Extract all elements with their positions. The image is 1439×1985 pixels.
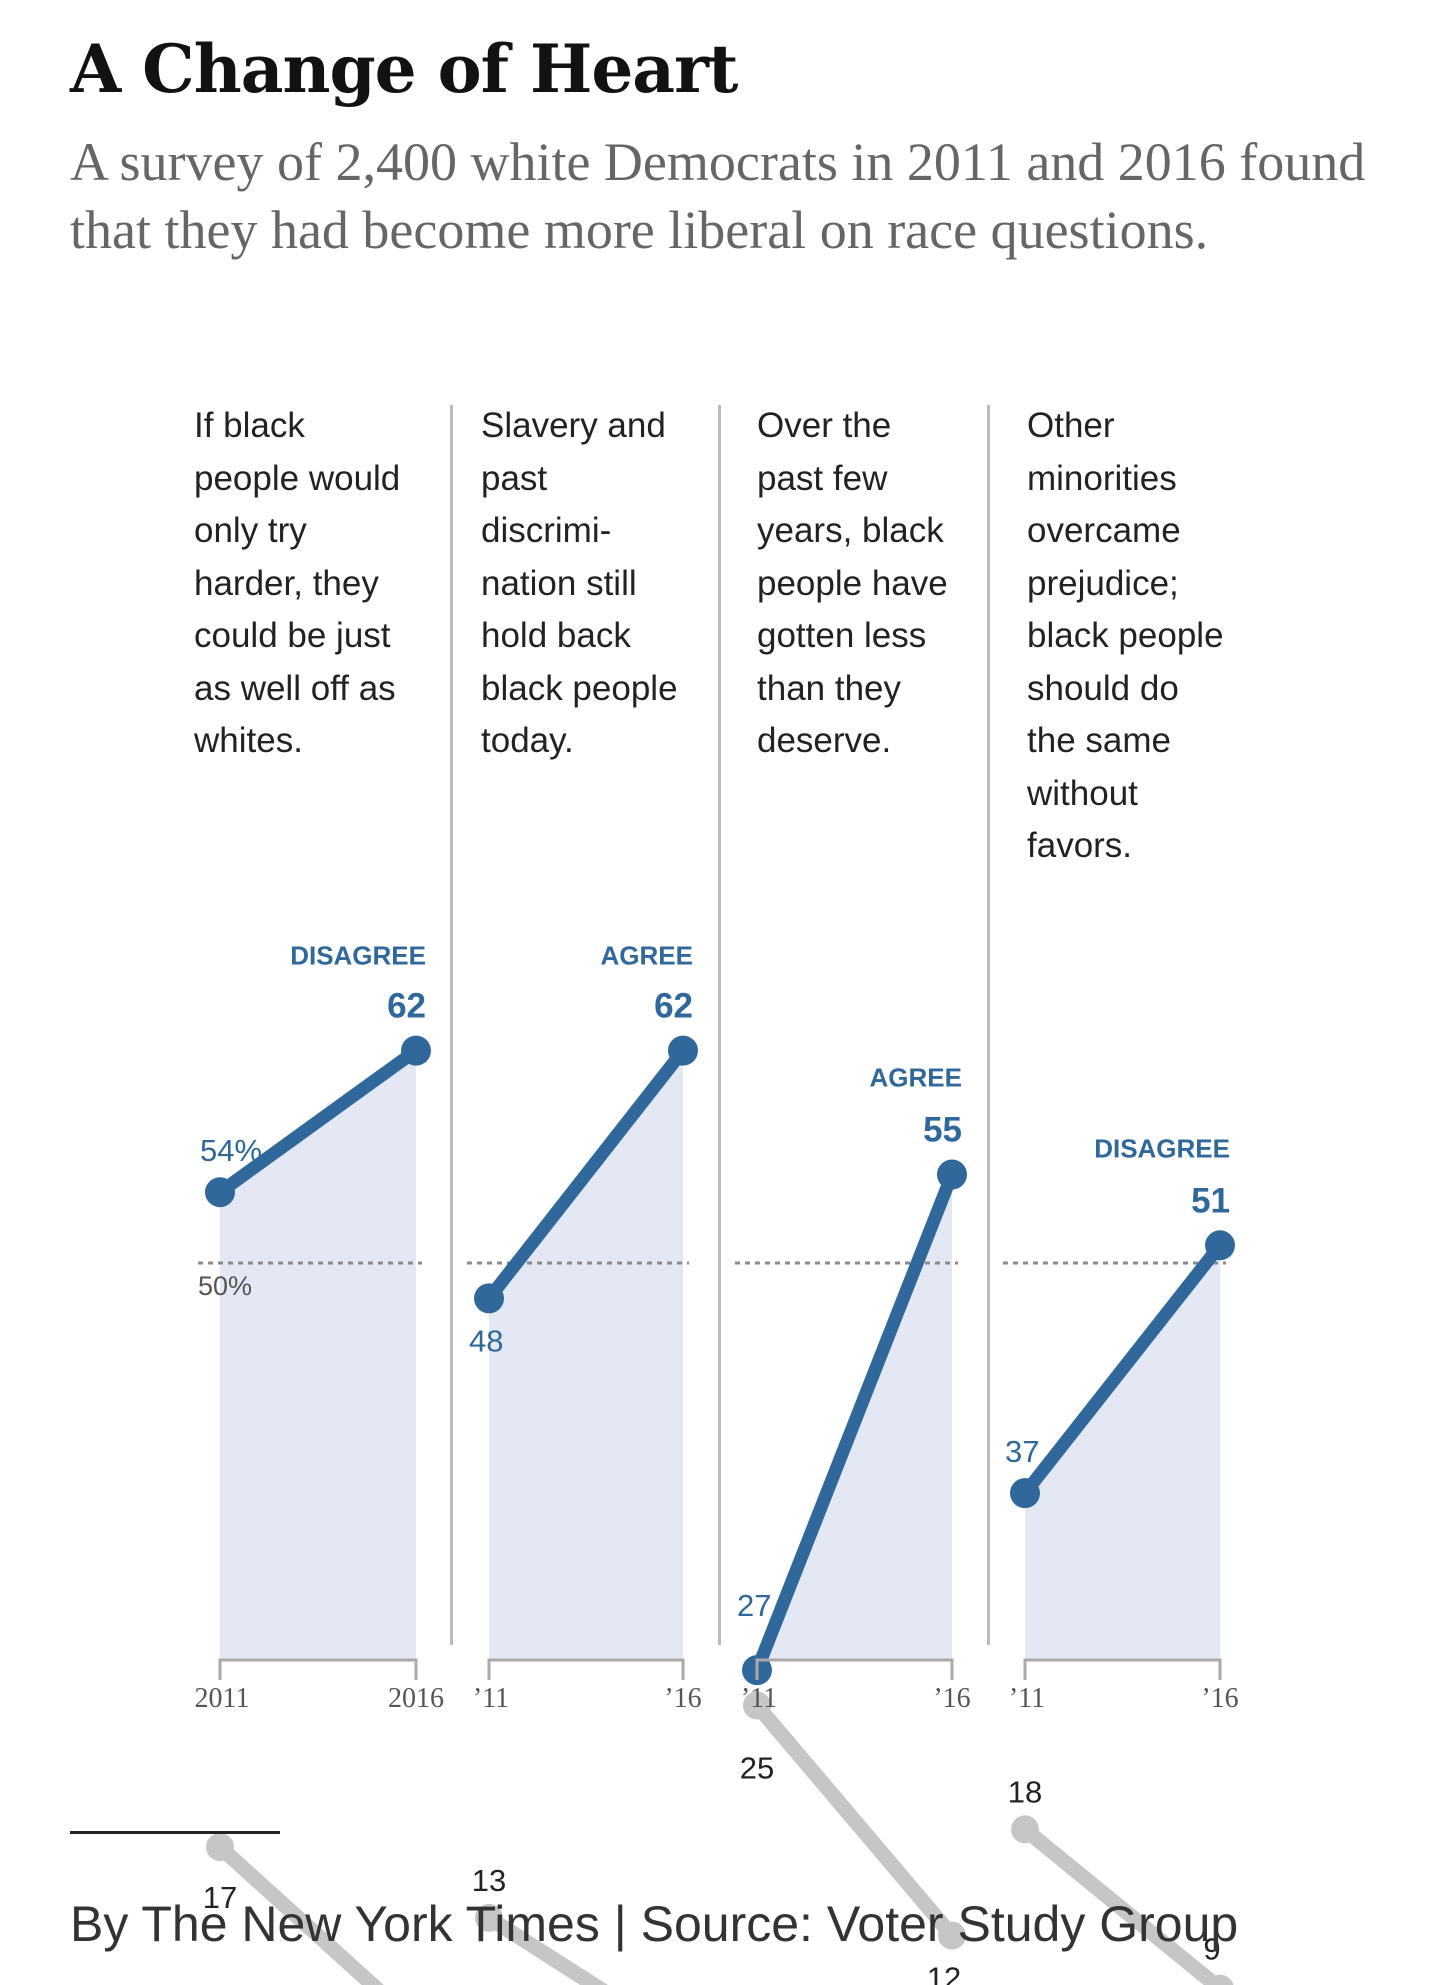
panel-divider	[718, 405, 721, 1645]
answer-value-label: 55	[923, 1111, 962, 1150]
question-line: black people	[481, 668, 678, 708]
question-line: If black	[194, 406, 305, 445]
question-line: only try	[194, 511, 307, 550]
question-line: hold back	[481, 616, 631, 655]
question-line: gotten less	[757, 616, 927, 655]
series-label: AGREE	[870, 1063, 962, 1093]
x-tick-label: ’16	[1201, 1683, 1238, 1714]
panel-divider	[987, 405, 990, 1645]
answer-point	[668, 1035, 698, 1066]
question-line: prejudice;	[1027, 563, 1179, 603]
reference-label: 50%	[198, 1271, 252, 1301]
question-line: as well off as	[194, 668, 396, 708]
dont-know-point	[475, 1903, 503, 1932]
answer-value-label: 51	[1191, 1181, 1230, 1220]
answer-line	[1018, 1238, 1227, 1500]
x-tick-label: 2016	[388, 1683, 444, 1714]
x-axis	[218, 1658, 418, 1680]
question-line: people would	[194, 458, 401, 498]
dont-know-value-label: 25	[740, 1751, 774, 1786]
answer-line	[213, 1044, 423, 1199]
answer-point	[937, 1159, 967, 1190]
question-line: could be just	[194, 616, 391, 655]
dont-know-value-label: 9	[1203, 1932, 1220, 1967]
question-line: without	[1027, 773, 1138, 813]
question-line: discrimi-	[481, 511, 612, 550]
answer-point	[474, 1283, 504, 1314]
question-line: the same	[1027, 721, 1171, 760]
dont-know-line	[212, 1839, 384, 1985]
dont-know-point	[206, 1833, 234, 1862]
series-label: AGREE	[601, 941, 693, 971]
question-line: minorities	[1027, 458, 1177, 498]
question-line: favors.	[1027, 826, 1133, 865]
dont-know-line	[749, 1698, 960, 1944]
x-axis	[487, 1658, 685, 1680]
answer-line	[482, 1044, 690, 1305]
question-2: Slavery and past discrimi-nation still hold…	[481, 400, 678, 768]
answer-point	[1010, 1478, 1040, 1509]
area-fill	[220, 1050, 416, 1660]
dont-know-point	[743, 1691, 771, 1720]
question-line: Slavery and	[481, 406, 666, 445]
dont-know-line	[481, 1910, 608, 1985]
series-label: DISAGREE	[1094, 1133, 1230, 1163]
dont-know-value-label: 13	[472, 1863, 506, 1898]
series-label: DISAGREE	[290, 941, 426, 971]
footer-rule	[70, 1831, 280, 1834]
dont-know-value-label: 6	[666, 1983, 683, 1985]
question-line: years, black	[757, 511, 944, 550]
question-line: should do	[1027, 668, 1179, 708]
x-tick-label: ’16	[933, 1683, 970, 1714]
question-line: nation still	[481, 563, 637, 603]
answer-value-label: 54%	[200, 1133, 262, 1168]
x-tick-label: ’11	[741, 1683, 777, 1714]
question-line: today.	[481, 721, 574, 760]
answer-point	[205, 1177, 235, 1208]
question-3: Over the past few years, black people have g…	[757, 400, 948, 768]
dont-know-point	[1206, 1974, 1234, 1985]
answer-value-label: 37	[1005, 1434, 1039, 1469]
answer-point	[1205, 1230, 1235, 1261]
x-axis	[755, 1658, 954, 1680]
question-line: black people	[1027, 616, 1224, 655]
panel-divider	[450, 405, 453, 1645]
question-line: than they	[757, 668, 901, 708]
question-1: If black people would only try harder, they…	[194, 400, 400, 768]
x-axis	[1023, 1658, 1222, 1680]
question-line: Over the	[757, 406, 892, 445]
answer-value-label: 62	[654, 987, 693, 1026]
answer-value-label: 48	[469, 1323, 503, 1358]
question-line: Other	[1027, 406, 1115, 445]
question-line: people have	[757, 563, 948, 603]
question-line: harder, they	[194, 563, 379, 603]
dont-know-point	[1011, 1815, 1039, 1844]
question-4: Other minorities overcame prejudice; black p…	[1027, 400, 1224, 873]
answer-line	[750, 1168, 959, 1677]
chart-title: A Change of Heart	[70, 30, 738, 108]
answer-point	[401, 1035, 431, 1066]
question-line: past	[481, 458, 548, 498]
chart-subtitle: A survey of 2,400 white Democrats in 201…	[70, 132, 1366, 260]
credit-line: By The New York Times | Source: Voter St…	[70, 1896, 1239, 1952]
question-line: whites.	[194, 721, 303, 760]
dont-know-line	[1017, 1821, 1227, 1985]
dont-know-value-label: 18	[1008, 1774, 1042, 1809]
dont-know-value-label: 12	[927, 1961, 961, 1985]
x-tick-label: ’11	[1009, 1683, 1045, 1714]
answer-value-label: 62	[387, 987, 426, 1026]
area-fill	[1025, 1245, 1220, 1660]
x-tick-label: 2011	[195, 1683, 250, 1714]
x-tick-label: ’11	[473, 1683, 509, 1714]
question-line: past few	[757, 458, 888, 498]
dont-know-value-label: 17	[203, 1880, 237, 1915]
question-line: deserve.	[757, 721, 892, 760]
question-line: overcame	[1027, 511, 1181, 550]
answer-value-label: 27	[737, 1588, 771, 1623]
area-fill	[489, 1050, 683, 1660]
x-tick-label: ’16	[664, 1683, 701, 1714]
dont-know-point	[938, 1921, 966, 1950]
